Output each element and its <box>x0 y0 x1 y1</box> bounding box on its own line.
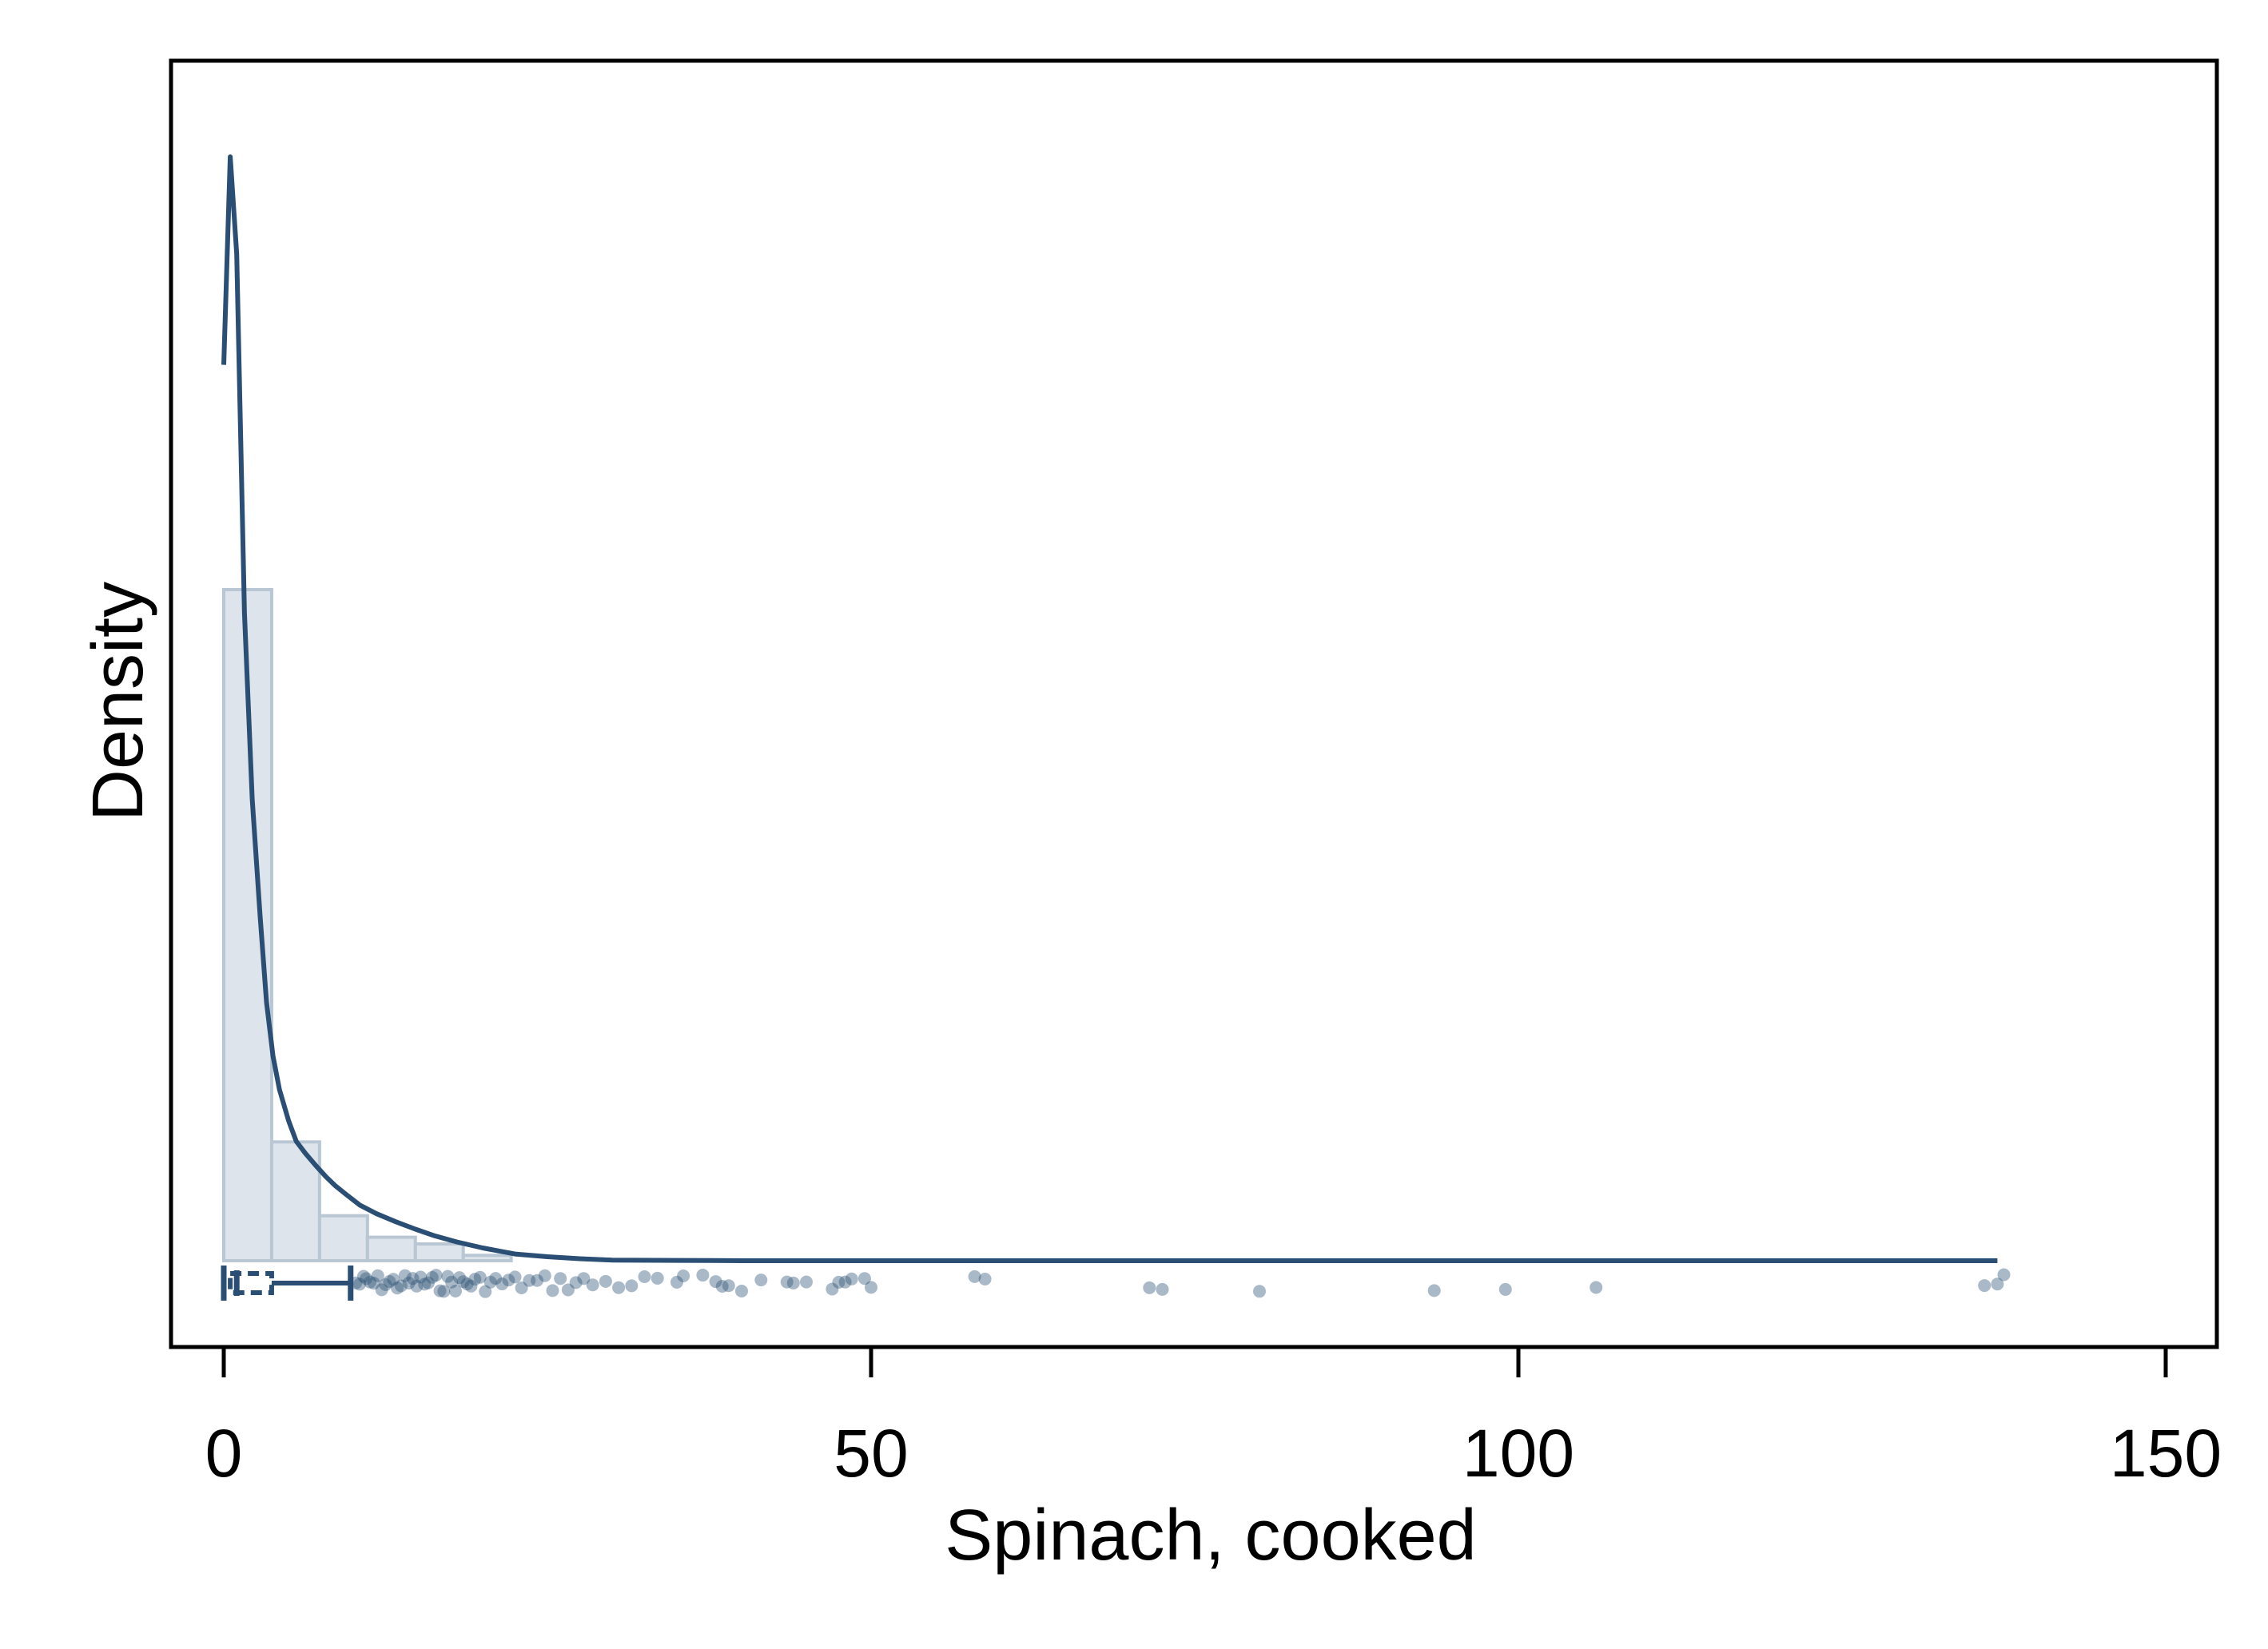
data-point <box>709 1275 722 1289</box>
y-axis-title: Density <box>78 582 158 821</box>
histogram-bar <box>365 1235 417 1262</box>
data-point <box>515 1281 528 1295</box>
data-point <box>1997 1268 2011 1281</box>
data-point <box>414 1270 428 1284</box>
data-point <box>502 1274 515 1287</box>
data-point <box>445 1275 459 1289</box>
data-point <box>473 1270 487 1284</box>
data-point <box>838 1275 852 1289</box>
boxplot <box>221 1266 354 1301</box>
data-point <box>483 1275 497 1289</box>
data-point <box>360 1272 373 1285</box>
data-point <box>612 1281 626 1294</box>
data-point <box>383 1275 396 1289</box>
data-point <box>391 1281 404 1295</box>
data-point <box>421 1276 435 1289</box>
data-point <box>508 1270 522 1284</box>
data-point <box>406 1272 420 1285</box>
data-point <box>577 1272 591 1285</box>
histogram-bar <box>413 1242 465 1262</box>
x-tick-label: 50 <box>834 1416 908 1491</box>
data-point <box>1498 1282 1512 1296</box>
data-point <box>353 1277 367 1291</box>
data-point <box>735 1285 748 1298</box>
data-point <box>429 1269 443 1282</box>
data-point <box>1427 1284 1441 1297</box>
data-point <box>1253 1285 1266 1298</box>
data-point <box>523 1274 536 1287</box>
raw-data-points <box>349 1268 2011 1298</box>
data-point <box>464 1279 478 1293</box>
data-point <box>715 1279 729 1293</box>
data-point <box>489 1272 503 1285</box>
data-point <box>865 1281 877 1294</box>
data-point <box>452 1271 466 1285</box>
data-point <box>1590 1281 1603 1294</box>
data-point <box>371 1269 384 1282</box>
data-point <box>826 1282 839 1296</box>
data-point <box>425 1270 439 1284</box>
data-point <box>437 1285 451 1298</box>
data-point <box>433 1284 447 1297</box>
data-point <box>410 1279 424 1293</box>
data-point <box>356 1270 370 1283</box>
data-point <box>379 1277 392 1291</box>
data-point <box>495 1277 509 1291</box>
x-tick-label: 100 <box>1462 1416 1574 1491</box>
histogram-bar <box>317 1214 369 1262</box>
data-point <box>968 1270 981 1283</box>
data-point <box>786 1276 800 1289</box>
data-point <box>367 1277 380 1290</box>
data-point <box>468 1273 482 1286</box>
data-point <box>402 1276 416 1289</box>
x-tick-label: 150 <box>2110 1416 2222 1491</box>
data-point <box>394 1279 408 1293</box>
data-point <box>845 1272 858 1285</box>
data-point <box>1991 1277 2004 1291</box>
data-point <box>599 1274 612 1288</box>
data-point <box>441 1270 455 1283</box>
data-point <box>1143 1281 1156 1294</box>
x-axis: 0 50 100 150 <box>171 1345 2222 1491</box>
data-point <box>670 1275 683 1289</box>
data-point <box>398 1269 412 1282</box>
data-point <box>722 1279 735 1293</box>
data-point <box>978 1272 992 1285</box>
histogram-bar <box>461 1254 513 1263</box>
data-point <box>857 1272 871 1285</box>
data-point <box>456 1275 470 1289</box>
plot-area <box>169 58 2219 1349</box>
data-point <box>586 1278 599 1292</box>
data-point <box>696 1269 710 1282</box>
data-point <box>375 1283 388 1297</box>
data-point <box>569 1276 583 1289</box>
data-point <box>418 1277 432 1291</box>
data-point <box>1156 1282 1169 1296</box>
data-point <box>780 1275 794 1289</box>
data-point <box>651 1271 664 1285</box>
data-point <box>554 1272 567 1285</box>
data-point <box>479 1285 492 1298</box>
data-point <box>638 1270 651 1283</box>
data-point <box>364 1275 377 1289</box>
data-point <box>800 1275 813 1289</box>
data-point <box>531 1274 544 1287</box>
data-point <box>625 1279 639 1293</box>
density-curve <box>221 154 1998 1263</box>
data-point <box>387 1273 400 1286</box>
data-point <box>677 1269 690 1282</box>
data-point <box>754 1274 768 1287</box>
data-point <box>1978 1279 1991 1293</box>
x-axis-title: Spinach, cooked <box>945 1496 1476 1575</box>
data-point <box>460 1277 474 1291</box>
data-point <box>832 1275 846 1289</box>
density-curve-layer <box>221 154 1998 1263</box>
box-iqr <box>228 1271 274 1295</box>
data-point <box>561 1283 575 1297</box>
x-tick-label: 0 <box>205 1416 243 1491</box>
data-point <box>538 1269 551 1282</box>
data-point <box>448 1285 462 1298</box>
data-point <box>546 1284 559 1297</box>
